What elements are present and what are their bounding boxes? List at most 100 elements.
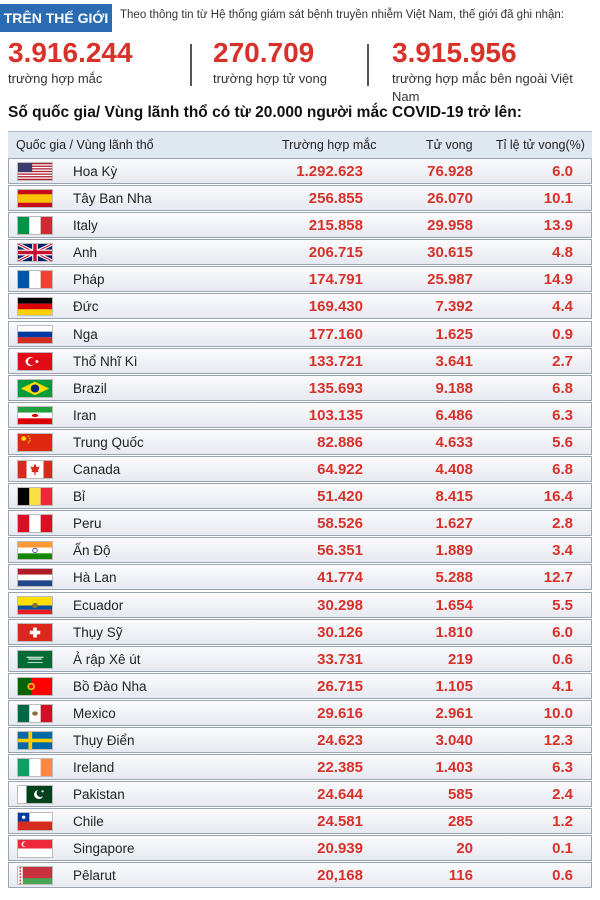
es-flag — [17, 189, 53, 209]
death-rate-value: 2.4 — [552, 786, 573, 804]
header-country: Quốc gia / Vùng lãnh thổ — [16, 138, 154, 152]
table-row: Hà Lan 41.774 5.288 12.7 — [8, 564, 592, 591]
stat-total-deaths: 270.709 trường hợp tử vong — [213, 36, 327, 88]
table-row: Ecuador 30.298 1.654 5.5 — [8, 591, 592, 618]
country-name: Ấn Độ — [73, 543, 111, 559]
country-name: Pháp — [73, 272, 105, 288]
deaths-value: 219 — [447, 650, 473, 668]
ca-flag — [17, 460, 53, 480]
cases-value: 33.731 — [317, 650, 363, 668]
death-rate-value: 12.7 — [543, 569, 573, 587]
country-name: Pêlarut — [73, 868, 116, 884]
country-name: Thổ Nhĩ Kì — [73, 353, 138, 369]
cases-value: 64.922 — [317, 461, 363, 479]
table-row: Anh 206.715 30.615 4.8 — [8, 239, 592, 266]
deaths-value: 3.040 — [435, 731, 473, 749]
ch-flag — [17, 622, 53, 642]
cl-flag — [17, 812, 53, 832]
country-table: Hoa Kỳ 1.292.623 76.928 6.0 Tây Ban Nha 256.8… — [8, 158, 592, 890]
death-rate-value: 6.0 — [552, 163, 573, 180]
country-name: Thụy Điển — [73, 732, 135, 748]
country-name: Trung Quốc — [73, 434, 144, 450]
de-flag — [17, 297, 53, 317]
death-rate-value: 10.0 — [543, 704, 573, 722]
deaths-value: 25.987 — [427, 271, 473, 289]
deaths-value: 6.486 — [435, 406, 473, 424]
deaths-value: 3.641 — [435, 352, 473, 370]
deaths-value: 20 — [456, 840, 473, 858]
cases-value: 20.939 — [317, 840, 363, 858]
se-flag — [17, 730, 53, 750]
deaths-value: 8.415 — [435, 488, 473, 506]
deaths-value: 1.889 — [435, 542, 473, 560]
deaths-value: 7.392 — [435, 298, 473, 316]
country-name: Pakistan — [73, 787, 125, 803]
br-flag — [17, 378, 53, 398]
cases-value: 56.351 — [317, 542, 363, 560]
table-row: Pháp 174.791 25.987 14.9 — [8, 266, 592, 293]
cases-value: 82.886 — [317, 433, 363, 451]
stat-label: trường hợp mắc — [8, 71, 103, 86]
country-name: Peru — [73, 516, 102, 532]
ir-flag — [17, 405, 53, 425]
table-row: Đức 169.430 7.392 4.4 — [8, 293, 592, 320]
deaths-value: 1.625 — [435, 325, 473, 343]
intro-text: Theo thông tin từ Hệ thống giám sát bệnh… — [120, 9, 564, 21]
death-rate-value: 6.3 — [552, 759, 573, 777]
table-row: Peru 58.526 1.627 2.8 — [8, 510, 592, 537]
cases-value: 206.715 — [308, 244, 363, 262]
country-name: Mexico — [73, 705, 116, 721]
deaths-value: 5.288 — [435, 569, 473, 587]
table-row: Ireland 22.385 1.403 6.3 — [8, 754, 592, 781]
cases-value: 24.623 — [317, 731, 363, 749]
cases-value: 29.616 — [317, 704, 363, 722]
table-row: Mexico 29.616 2.961 10.0 — [8, 699, 592, 726]
table-row: Pêlarut 20,168 116 0.6 — [8, 862, 592, 889]
death-rate-value: 6.8 — [552, 379, 573, 397]
cases-value: 1.292.623 — [296, 163, 363, 180]
nl-flag — [17, 568, 53, 588]
country-name: Italy — [73, 218, 98, 234]
death-rate-value: 5.5 — [552, 596, 573, 614]
death-rate-value: 0.9 — [552, 325, 573, 343]
deaths-value: 4.408 — [435, 461, 473, 479]
death-rate-value: 6.8 — [552, 461, 573, 479]
death-rate-value: 4.4 — [552, 298, 573, 316]
country-name: Hoa Kỳ — [73, 164, 118, 179]
country-name: Chile — [73, 814, 104, 830]
ie-flag — [17, 758, 53, 778]
tr-flag — [17, 351, 53, 371]
divider — [367, 44, 369, 86]
be-flag — [17, 487, 53, 507]
deaths-value: 1.403 — [435, 759, 473, 777]
death-rate-value: 4.8 — [552, 244, 573, 262]
section-badge: TRÊN THẾ GIỚI — [0, 4, 112, 32]
ec-flag — [17, 595, 53, 615]
country-name: Hà Lan — [73, 570, 117, 586]
table-row: Italy 215.858 29.958 13.9 — [8, 212, 592, 239]
pk-flag — [17, 785, 53, 805]
table-row: Brazil 135.693 9.188 6.8 — [8, 374, 592, 401]
pe-flag — [17, 514, 53, 534]
table-row: Bồ Đào Nha 26.715 1.105 4.1 — [8, 672, 592, 699]
cases-value: 103.135 — [308, 406, 363, 424]
table-row: Thổ Nhĩ Kì 133.721 3.641 2.7 — [8, 347, 592, 374]
header-deaths: Tử vong — [426, 138, 473, 152]
country-name: Singapore — [73, 841, 135, 857]
death-rate-value: 0.6 — [552, 867, 573, 885]
death-rate-value: 5.6 — [552, 433, 573, 451]
stat-value: 3.915.956 — [392, 37, 517, 68]
table-row: Thụy Điển 24.623 3.040 12.3 — [8, 726, 592, 753]
cases-value: 58.526 — [317, 515, 363, 533]
stat-label: trường hợp tử vong — [213, 71, 327, 86]
deaths-value: 1.627 — [435, 515, 473, 533]
us-flag — [17, 162, 53, 181]
country-name: Nga — [73, 326, 98, 342]
table-row: Ấn Độ 56.351 1.889 3.4 — [8, 537, 592, 564]
table-row: Ả rập Xê út 33.731 219 0.6 — [8, 645, 592, 672]
table-row: Tây Ban Nha 256.855 26.070 10.1 — [8, 185, 592, 212]
gb-flag — [17, 242, 53, 263]
table-row: Trung Quốc 82.886 4.633 5.6 — [8, 428, 592, 455]
country-name: Bỉ — [73, 489, 86, 505]
cases-value: 24.581 — [317, 813, 363, 831]
